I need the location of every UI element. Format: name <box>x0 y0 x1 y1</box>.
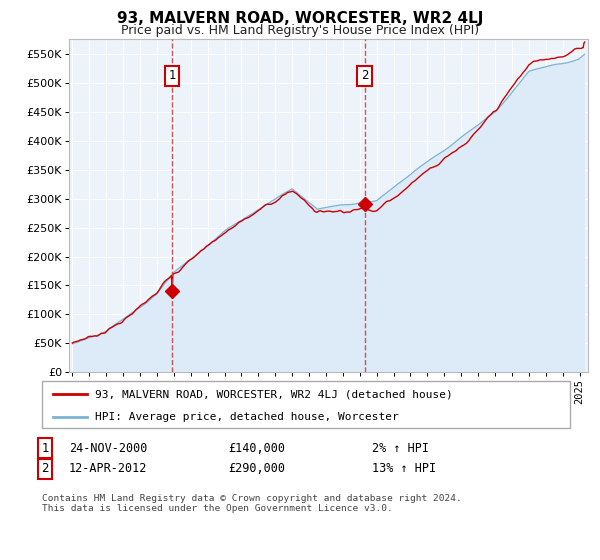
Text: 13% ↑ HPI: 13% ↑ HPI <box>372 462 436 475</box>
Text: 2: 2 <box>361 69 368 82</box>
Text: £140,000: £140,000 <box>228 441 285 455</box>
Text: 93, MALVERN ROAD, WORCESTER, WR2 4LJ: 93, MALVERN ROAD, WORCESTER, WR2 4LJ <box>117 11 483 26</box>
Text: Price paid vs. HM Land Registry's House Price Index (HPI): Price paid vs. HM Land Registry's House … <box>121 24 479 36</box>
Text: £290,000: £290,000 <box>228 462 285 475</box>
Text: 2: 2 <box>41 462 49 475</box>
Text: 1: 1 <box>169 69 176 82</box>
Text: Contains HM Land Registry data © Crown copyright and database right 2024.
This d: Contains HM Land Registry data © Crown c… <box>42 494 462 514</box>
Text: 2% ↑ HPI: 2% ↑ HPI <box>372 441 429 455</box>
Text: 12-APR-2012: 12-APR-2012 <box>69 462 148 475</box>
FancyBboxPatch shape <box>42 381 570 428</box>
Text: 24-NOV-2000: 24-NOV-2000 <box>69 441 148 455</box>
Text: 93, MALVERN ROAD, WORCESTER, WR2 4LJ (detached house): 93, MALVERN ROAD, WORCESTER, WR2 4LJ (de… <box>95 389 452 399</box>
Text: HPI: Average price, detached house, Worcester: HPI: Average price, detached house, Worc… <box>95 412 398 422</box>
Text: 1: 1 <box>41 441 49 455</box>
